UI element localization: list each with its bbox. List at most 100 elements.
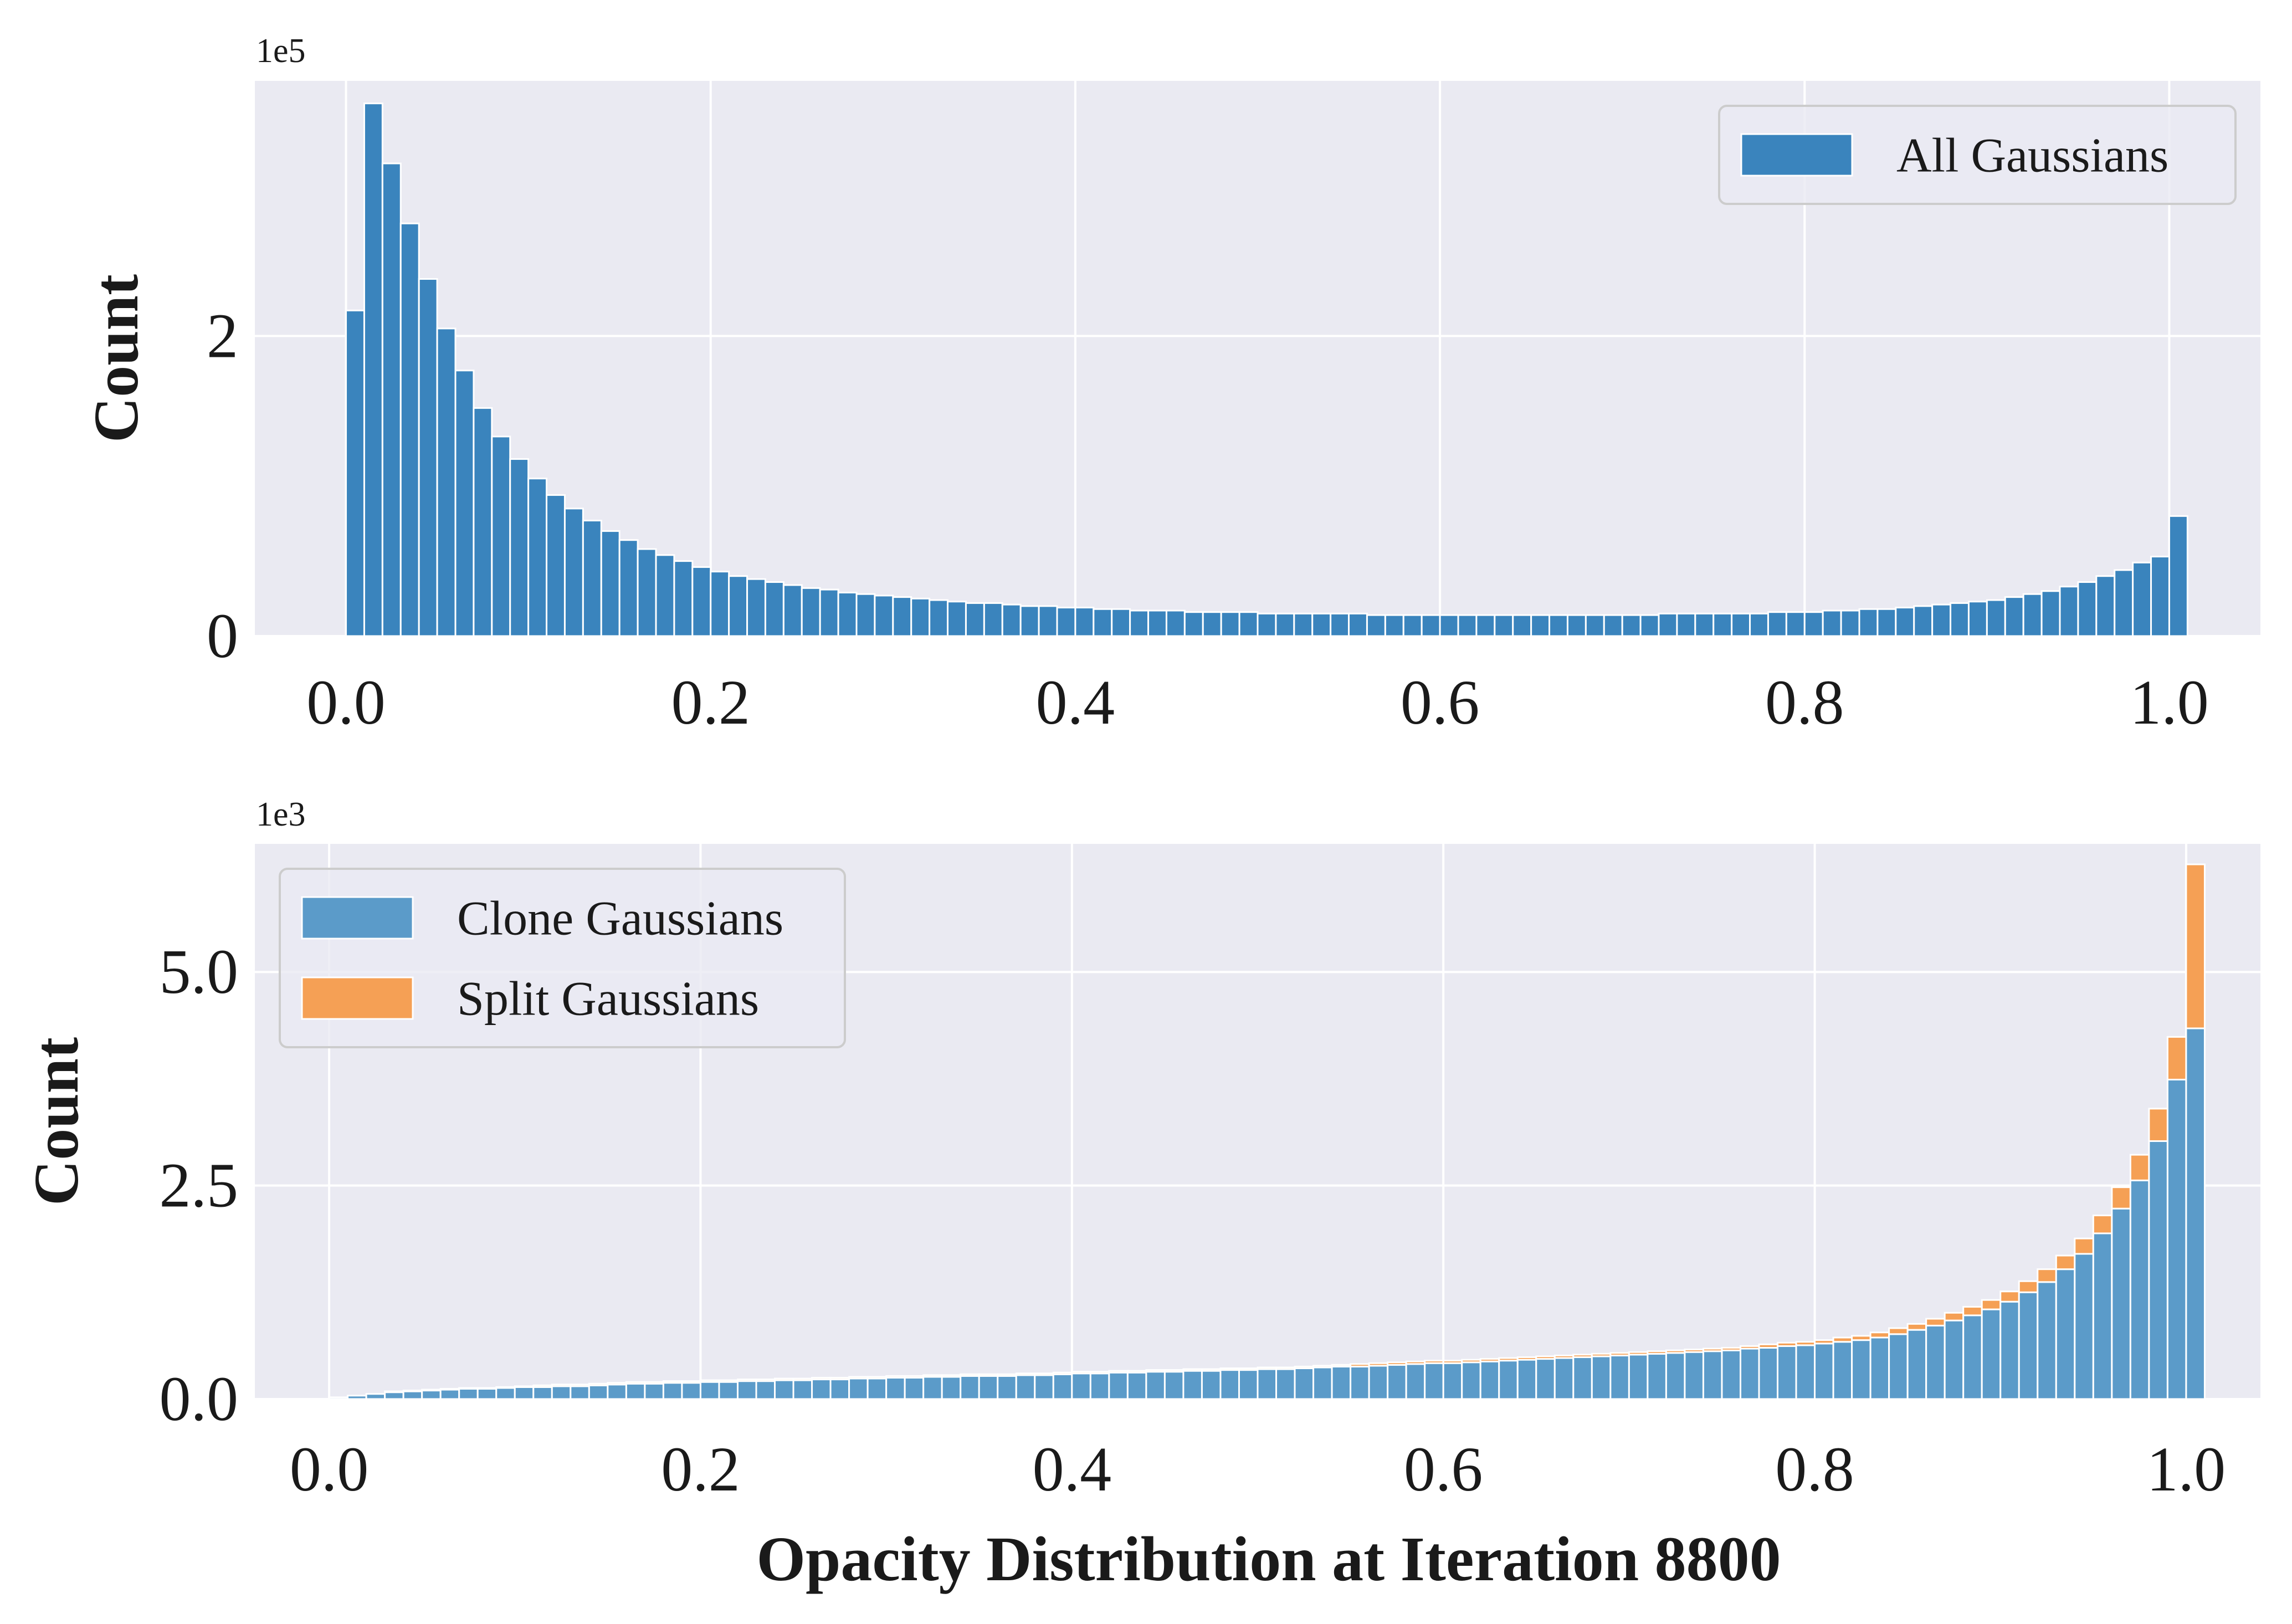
- histogram-bar-primary: [1986, 599, 2006, 637]
- bottom-y-multiplier: 1e3: [256, 796, 306, 833]
- histogram-bar-primary: [710, 571, 730, 637]
- top-y-tick-labels: 02: [207, 300, 238, 671]
- histogram-bar-primary: [365, 1393, 386, 1400]
- histogram-bar-primary: [1129, 609, 1150, 637]
- histogram-bar-primary: [1621, 614, 1642, 637]
- histogram-bar-primary: [1950, 602, 1970, 637]
- histogram-bar-primary: [1931, 603, 1952, 637]
- histogram-bar-primary: [904, 1376, 925, 1400]
- histogram-bar-primary: [2168, 515, 2188, 637]
- histogram-bar-primary: [1312, 1366, 1333, 1400]
- top-y-axis-label: Count: [81, 274, 151, 443]
- histogram-bar-primary: [2132, 561, 2152, 637]
- histogram-bar-primary: [960, 1375, 980, 1400]
- histogram-bar-primary: [1944, 1319, 1965, 1400]
- histogram-bar-stacked: [1015, 1372, 1036, 1376]
- histogram-bar-stacked: [2129, 1154, 2150, 1181]
- histogram-bar-primary: [625, 1382, 646, 1400]
- bottom-histogram-panel: 0.0 0.2 0.4 0.6 0.8 1.0 0.0 2.5 5.0 1e3 Count C…: [21, 796, 2260, 1504]
- histogram-bar-primary: [1869, 1336, 1890, 1400]
- histogram-bar-primary: [1767, 611, 1787, 637]
- histogram-bar-primary: [2148, 1140, 2168, 1400]
- histogram-bar-primary: [848, 1377, 869, 1400]
- histogram-bar-primary: [811, 1379, 832, 1400]
- histogram-bar-primary: [1111, 608, 1131, 637]
- histogram-bar-stacked: [1163, 1369, 1185, 1373]
- histogram-bar-primary: [1366, 614, 1386, 637]
- x-tick-label: 0.8: [1765, 667, 1844, 737]
- histogram-bar-primary: [588, 1384, 609, 1400]
- legend-swatch: [301, 976, 414, 1020]
- histogram-bar-primary: [514, 1386, 535, 1400]
- histogram-bar-primary: [2114, 569, 2134, 637]
- histogram-bar-stacked: [1294, 1365, 1315, 1370]
- histogram-bar-primary: [1201, 1370, 1222, 1400]
- histogram-bar-primary: [1257, 1368, 1278, 1400]
- histogram-bar-primary: [1275, 1368, 1296, 1400]
- legend-label: All Gaussians: [1896, 129, 2168, 183]
- histogram-bar-primary: [1603, 614, 1623, 637]
- histogram-bar-primary: [1609, 1354, 1630, 1400]
- histogram-bar-primary: [1548, 614, 1568, 637]
- histogram-bar-primary: [563, 508, 584, 637]
- histogram-bar-primary: [1183, 611, 1204, 637]
- histogram-bar-stacked: [1647, 1350, 1667, 1355]
- histogram-bar-stacked: [384, 1390, 404, 1394]
- histogram-bar-stacked: [1999, 1290, 2020, 1303]
- histogram-bar-primary: [1421, 614, 1441, 637]
- histogram-bar-stacked: [439, 1388, 460, 1391]
- histogram-bar-primary: [1074, 607, 1095, 637]
- histogram-bar-primary: [328, 1396, 349, 1400]
- y-tick-label: 5.0: [160, 936, 239, 1007]
- histogram-bar-primary: [1925, 1324, 1946, 1400]
- histogram-bar-primary: [1512, 614, 1532, 637]
- histogram-bar-primary: [1275, 612, 1295, 637]
- histogram-bar-primary: [1038, 605, 1058, 637]
- histogram-bar-primary: [1163, 1371, 1185, 1400]
- x-tick-label: 0.6: [1401, 667, 1480, 737]
- histogram-bar-primary: [1402, 614, 1423, 637]
- histogram-bar-primary: [2004, 596, 2024, 637]
- histogram-bar-primary: [402, 1390, 423, 1400]
- histogram-bar-primary: [1071, 1372, 1091, 1400]
- histogram-bar-stacked: [1832, 1336, 1853, 1343]
- histogram-bar-primary: [509, 458, 530, 637]
- histogram-bar-primary: [1749, 612, 1769, 637]
- histogram-bar-primary: [363, 103, 383, 637]
- histogram-bar-stacked: [421, 1389, 442, 1392]
- histogram-bar-primary: [746, 578, 766, 637]
- y-tick-label: 2.5: [160, 1150, 239, 1221]
- histogram-bar-primary: [473, 407, 493, 637]
- x-tick-label: 0.6: [1404, 1434, 1483, 1504]
- histogram-bar-stacked: [2092, 1215, 2113, 1234]
- histogram-bar-primary: [2037, 1281, 2057, 1400]
- histogram-bar-stacked: [607, 1382, 627, 1386]
- histogram-bar-primary: [570, 1385, 590, 1400]
- histogram-bar-primary: [436, 327, 457, 637]
- histogram-bar-stacked: [570, 1384, 590, 1387]
- legend-frame: [1718, 105, 2237, 205]
- histogram-bar-primary: [2166, 1078, 2187, 1400]
- histogram-bar-primary: [1535, 1358, 1556, 1400]
- histogram-bar-primary: [1479, 1360, 1500, 1400]
- histogram-bar-primary: [1758, 1347, 1779, 1400]
- histogram-bar-primary: [644, 1382, 664, 1400]
- legend-label: Split Gaussians: [457, 972, 759, 1026]
- histogram-bar-primary: [1311, 612, 1332, 637]
- histogram-bar-primary: [582, 519, 602, 637]
- histogram-bar-stacked: [1925, 1318, 1946, 1326]
- histogram-bar-stacked: [774, 1377, 794, 1381]
- legend-swatch: [301, 896, 414, 940]
- top-y-multiplier: 1e5: [256, 32, 306, 70]
- histogram-bar-primary: [673, 560, 694, 637]
- histogram-bar-primary: [718, 1381, 739, 1400]
- histogram-bar-primary: [1182, 1370, 1203, 1400]
- histogram-bar-stacked: [2148, 1108, 2168, 1142]
- bottom-y-axis-label: Count: [21, 1037, 91, 1206]
- histogram-bar-primary: [736, 1380, 757, 1400]
- histogram-bar-primary: [2092, 1232, 2113, 1400]
- histogram-bar-stacked: [1888, 1327, 1909, 1335]
- histogram-bar-primary: [1639, 614, 1660, 637]
- histogram-bar-stacked: [1034, 1372, 1054, 1376]
- x-tick-label: 0.0: [306, 667, 386, 737]
